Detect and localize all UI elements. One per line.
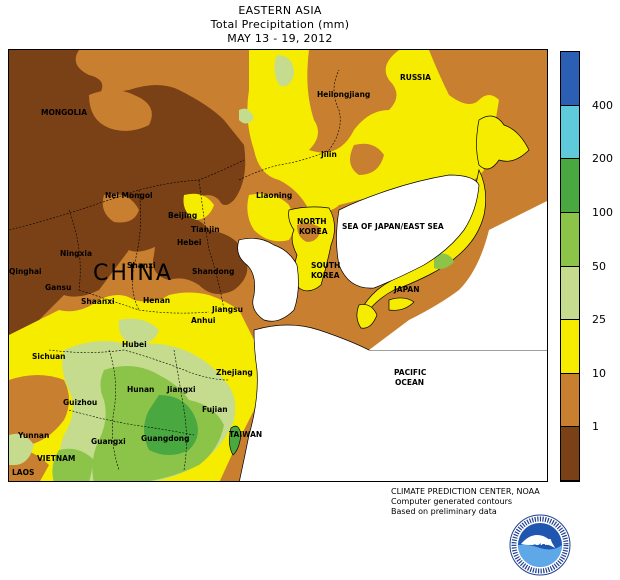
label-henan: Henan — [143, 296, 171, 305]
map-canvas — [9, 50, 547, 481]
label-shandong: Shandong — [192, 267, 235, 276]
korea-brown-patch — [297, 223, 321, 242]
legend-label: 1 — [592, 420, 599, 434]
label-guangxi: Guangxi — [91, 437, 126, 446]
legend-label: 50 — [592, 259, 606, 273]
label-anhui: Anhui — [191, 316, 216, 325]
japan-green-patch — [434, 253, 454, 270]
label-jiangsu: Jiangsu — [212, 305, 243, 314]
label-heilongjiang: Heilongjiang — [317, 90, 371, 99]
green-region-guangxi — [52, 448, 94, 481]
label-shaanxi: Shaanxi — [81, 297, 115, 306]
label-sea-of-japan: SEA OF JAPAN/EAST SEA — [342, 222, 444, 231]
yellow-region-northeast — [247, 50, 499, 212]
japan-kyushu — [356, 304, 378, 329]
light-green-small — [239, 108, 254, 124]
legend-swatch — [561, 427, 579, 481]
legend-label: 200 — [592, 152, 613, 166]
legend-swatch — [561, 266, 579, 321]
credit-line-1: CLIMATE PREDICTION CENTER, NOAA — [391, 487, 540, 496]
ocean-east-china-sea — [239, 324, 547, 481]
legend-swatch — [561, 52, 579, 106]
yellow-region-liaoning — [247, 193, 294, 242]
light-green-yunnan — [9, 433, 34, 465]
legend-colorbar — [560, 51, 580, 482]
label-russia: RUSSIA — [400, 73, 431, 82]
label-japan: JAPAN — [394, 285, 420, 294]
brown-patch-mongolia — [89, 90, 152, 131]
label-qinghai: Qinghai — [9, 267, 42, 276]
dark-green-region-south — [144, 395, 198, 455]
label-jiangxi: Jiangxi — [167, 385, 196, 394]
label-laos: LAOS — [12, 468, 35, 477]
taiwan-island — [229, 425, 242, 456]
ocean-pacific-east — [369, 201, 547, 350]
brown-patch-jilin — [350, 143, 384, 175]
label-ningxia: Ningxia — [60, 249, 93, 258]
ocean-sea-of-japan — [336, 174, 480, 289]
legend-label: 25 — [592, 313, 606, 327]
label-taiwan: TAIWAN — [229, 430, 263, 439]
label-hebei: Hebei — [177, 238, 202, 247]
noaa-logo-text: NOAA — [527, 538, 553, 547]
noaa-logo: NOAA — [509, 514, 571, 576]
label-jilin: Jilin — [321, 150, 337, 159]
brown-patch-heilongjiang — [319, 76, 368, 117]
label-liaoning: Liaoning — [256, 191, 293, 200]
label-gansu: Gansu — [45, 283, 72, 292]
legend-swatch — [561, 373, 579, 428]
legend-swatch — [561, 105, 579, 160]
label-hubei: Hubei — [122, 340, 147, 349]
label-shanxi: Shanxi — [127, 261, 156, 270]
brown-patch-nei-mongol — [102, 194, 139, 223]
credit-line-2: Computer generated contours — [391, 497, 513, 506]
legend-label: 100 — [592, 205, 613, 219]
label-tianjin: Tianjin — [191, 225, 220, 234]
brown-region-sichuan — [9, 375, 69, 445]
map-date-range: MAY 13 - 19, 2012 — [227, 32, 333, 45]
label-yunnan: Yunnan — [18, 431, 50, 440]
label-nei-mongol: Nei Mongol — [105, 191, 153, 200]
legend-swatch — [561, 320, 579, 374]
japan-shikoku — [388, 297, 415, 311]
map-subtitle: Total Precipitation (mm) — [210, 18, 350, 31]
dry-region-central — [153, 214, 248, 294]
map-title: EASTERN ASIA — [238, 4, 322, 17]
label-zhejiang: Zhejiang — [216, 368, 253, 377]
japan-hokkaido — [476, 115, 530, 170]
label-north-korea-1: NORTH — [297, 217, 327, 226]
legend-swatch — [561, 212, 579, 267]
label-mongolia: MONGOLIA — [41, 108, 88, 117]
label-south-korea-2: KOREA — [311, 271, 340, 280]
label-pacific-2: OCEAN — [395, 378, 425, 387]
dry-region-north — [9, 50, 246, 335]
precipitation-map: RUSSIA MONGOLIA Heilongjiang Jilin Liaon… — [8, 49, 548, 482]
label-south-korea-1: SOUTH — [311, 261, 341, 270]
green-region-hubei — [118, 318, 159, 345]
label-vietnam: VIETNAM — [37, 454, 76, 463]
light-green-russia — [274, 55, 294, 87]
ocean-bohai-yellow-sea — [237, 238, 299, 322]
credit-line-3: Based on preliminary data — [391, 507, 497, 516]
legend-swatch — [561, 159, 579, 213]
label-beijing: Beijing — [168, 211, 198, 220]
label-guizhou: Guizhou — [63, 398, 98, 407]
label-china: CHINA — [93, 261, 173, 286]
noaa-logo-graphic — [509, 514, 571, 576]
label-pacific-1: PACIFIC — [394, 368, 427, 377]
legend-label: 10 — [592, 366, 606, 380]
label-fujian: Fujian — [202, 405, 228, 414]
legend-label: 400 — [592, 98, 613, 112]
province-borders — [9, 69, 341, 471]
yellow-region-beijing — [183, 193, 214, 220]
label-guangdong: Guangdong — [141, 434, 190, 443]
label-hunan: Hunan — [127, 385, 155, 394]
label-north-korea-2: KOREA — [299, 227, 328, 236]
label-sichuan: Sichuan — [32, 352, 66, 361]
